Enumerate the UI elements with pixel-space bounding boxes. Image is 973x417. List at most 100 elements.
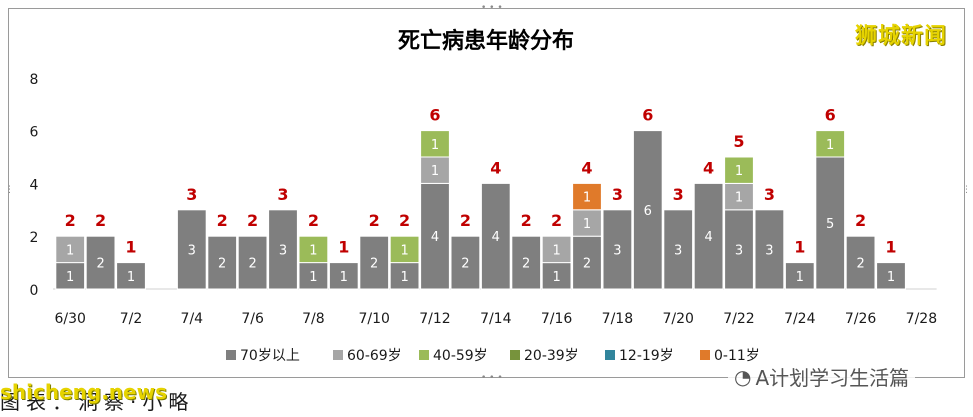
resize-handle-bottom[interactable]: • • • [481,373,503,383]
segment-value-label: 5 [826,217,834,232]
segment-value-label: 2 [461,257,469,272]
bar-segment [511,235,542,290]
segment-value-label: 1 [127,270,135,285]
total-value-label: 2 [460,211,471,230]
bar-segment [298,262,329,290]
y-tick-label: 0 [30,283,39,299]
segment-value-label: 1 [887,270,895,285]
x-tick-label: 7/18 [602,311,633,327]
y-tick-label: 4 [30,177,39,193]
legend-swatch [510,350,520,360]
y-tick-label: 6 [30,125,39,141]
bar-segment [207,235,238,290]
segment-value-label: 1 [66,270,74,285]
bar-segment [845,235,876,290]
total-value-label: 2 [247,211,258,230]
total-value-label: 2 [65,211,76,230]
chart-credit: 图表：洞察·小略 [0,390,195,414]
segment-value-label: 4 [431,230,439,245]
total-value-label: 6 [642,106,653,125]
total-value-label: 4 [490,158,501,177]
resize-handle-left[interactable]: ⋮ [5,185,14,195]
bar-segment [237,235,268,290]
bar-segment [754,209,785,290]
segment-value-label: 1 [552,243,560,258]
x-tick-label: 7/16 [541,311,573,327]
brand-logo-text: 狮城新闻 [855,24,948,49]
segment-value-label: 1 [735,164,743,179]
legend-swatch [226,350,236,360]
segment-value-label: 1 [431,164,439,179]
segment-value-label: 2 [856,257,864,272]
bar-segment [480,182,511,290]
legend-label: 60-69岁 [347,348,402,364]
legend-label: 20-39岁 [524,348,579,364]
y-tick-label: 2 [30,230,39,246]
legend-swatch [419,350,429,360]
account-name: A计划学习生活篇 [755,366,910,390]
total-value-label: 6 [429,106,440,125]
bar-segment [724,156,754,184]
bar-segment [420,182,450,290]
bar-segment [815,130,846,158]
legend-swatch [333,350,343,360]
x-tick-label: 7/22 [723,311,754,327]
total-value-label: 2 [217,211,228,230]
bar-segment [328,262,359,290]
resize-handle-top[interactable]: • • • [481,3,503,13]
bar-segment [693,182,724,290]
segment-value-label: 1 [583,191,591,206]
account-tag: ◔ A计划学习生活篇 [728,362,916,391]
total-value-label: 2 [551,211,562,230]
legend-label: 12-19岁 [619,348,674,364]
x-tick-label: 7/20 [662,311,693,327]
x-tick-label: 7/24 [784,311,816,327]
watermark: shicheng.news [0,380,167,404]
segment-value-label: 3 [613,243,621,258]
bar-segment [663,209,694,290]
bar-segment [450,235,481,290]
bar-segment [572,182,602,211]
segment-value-label: 3 [735,243,743,258]
total-value-label: 2 [308,211,319,230]
bar-segment [176,209,207,290]
bar-segment [420,156,450,184]
x-tick-label: 7/4 [181,311,204,327]
chart-title: 死亡病患年龄分布 [398,28,574,54]
total-value-label: 5 [733,132,744,151]
bar-segment [724,209,754,290]
resize-handle-right[interactable]: ⋮ [962,185,971,195]
total-value-label: 2 [521,211,532,230]
bar-segment [389,262,420,290]
legend-label: 0-11岁 [714,348,760,364]
x-tick-label: 7/26 [845,311,877,327]
total-value-label: 6 [825,106,836,125]
x-tick-label: 7/6 [241,311,264,327]
bar-segment [298,235,329,264]
total-value-label: 2 [369,211,380,230]
segment-value-label: 2 [583,257,591,272]
legend-swatch [700,350,710,360]
total-value-label: 2 [855,211,866,230]
x-tick-label: 7/14 [480,311,512,327]
bar-segment [602,209,633,290]
segment-value-label: 2 [370,257,378,272]
segment-value-label: 1 [826,138,834,153]
bar-segment [420,130,450,158]
total-value-label: 3 [764,185,775,204]
segment-value-label: 1 [583,217,591,232]
segment-value-label: 1 [309,270,317,285]
segment-value-label: 1 [552,270,560,285]
bar-segment [541,262,572,290]
segment-value-label: 1 [796,270,804,285]
x-tick-label: 7/8 [302,311,325,327]
total-value-label: 3 [186,185,197,204]
wechat-icon: ◔ [734,364,752,389]
bar-segment [116,262,146,290]
bar-segment [541,235,572,264]
segment-value-label: 1 [340,270,348,285]
bar-segment [85,235,116,290]
total-value-label: 1 [794,238,805,257]
segment-value-label: 4 [704,230,712,245]
bar-segment [876,262,906,290]
